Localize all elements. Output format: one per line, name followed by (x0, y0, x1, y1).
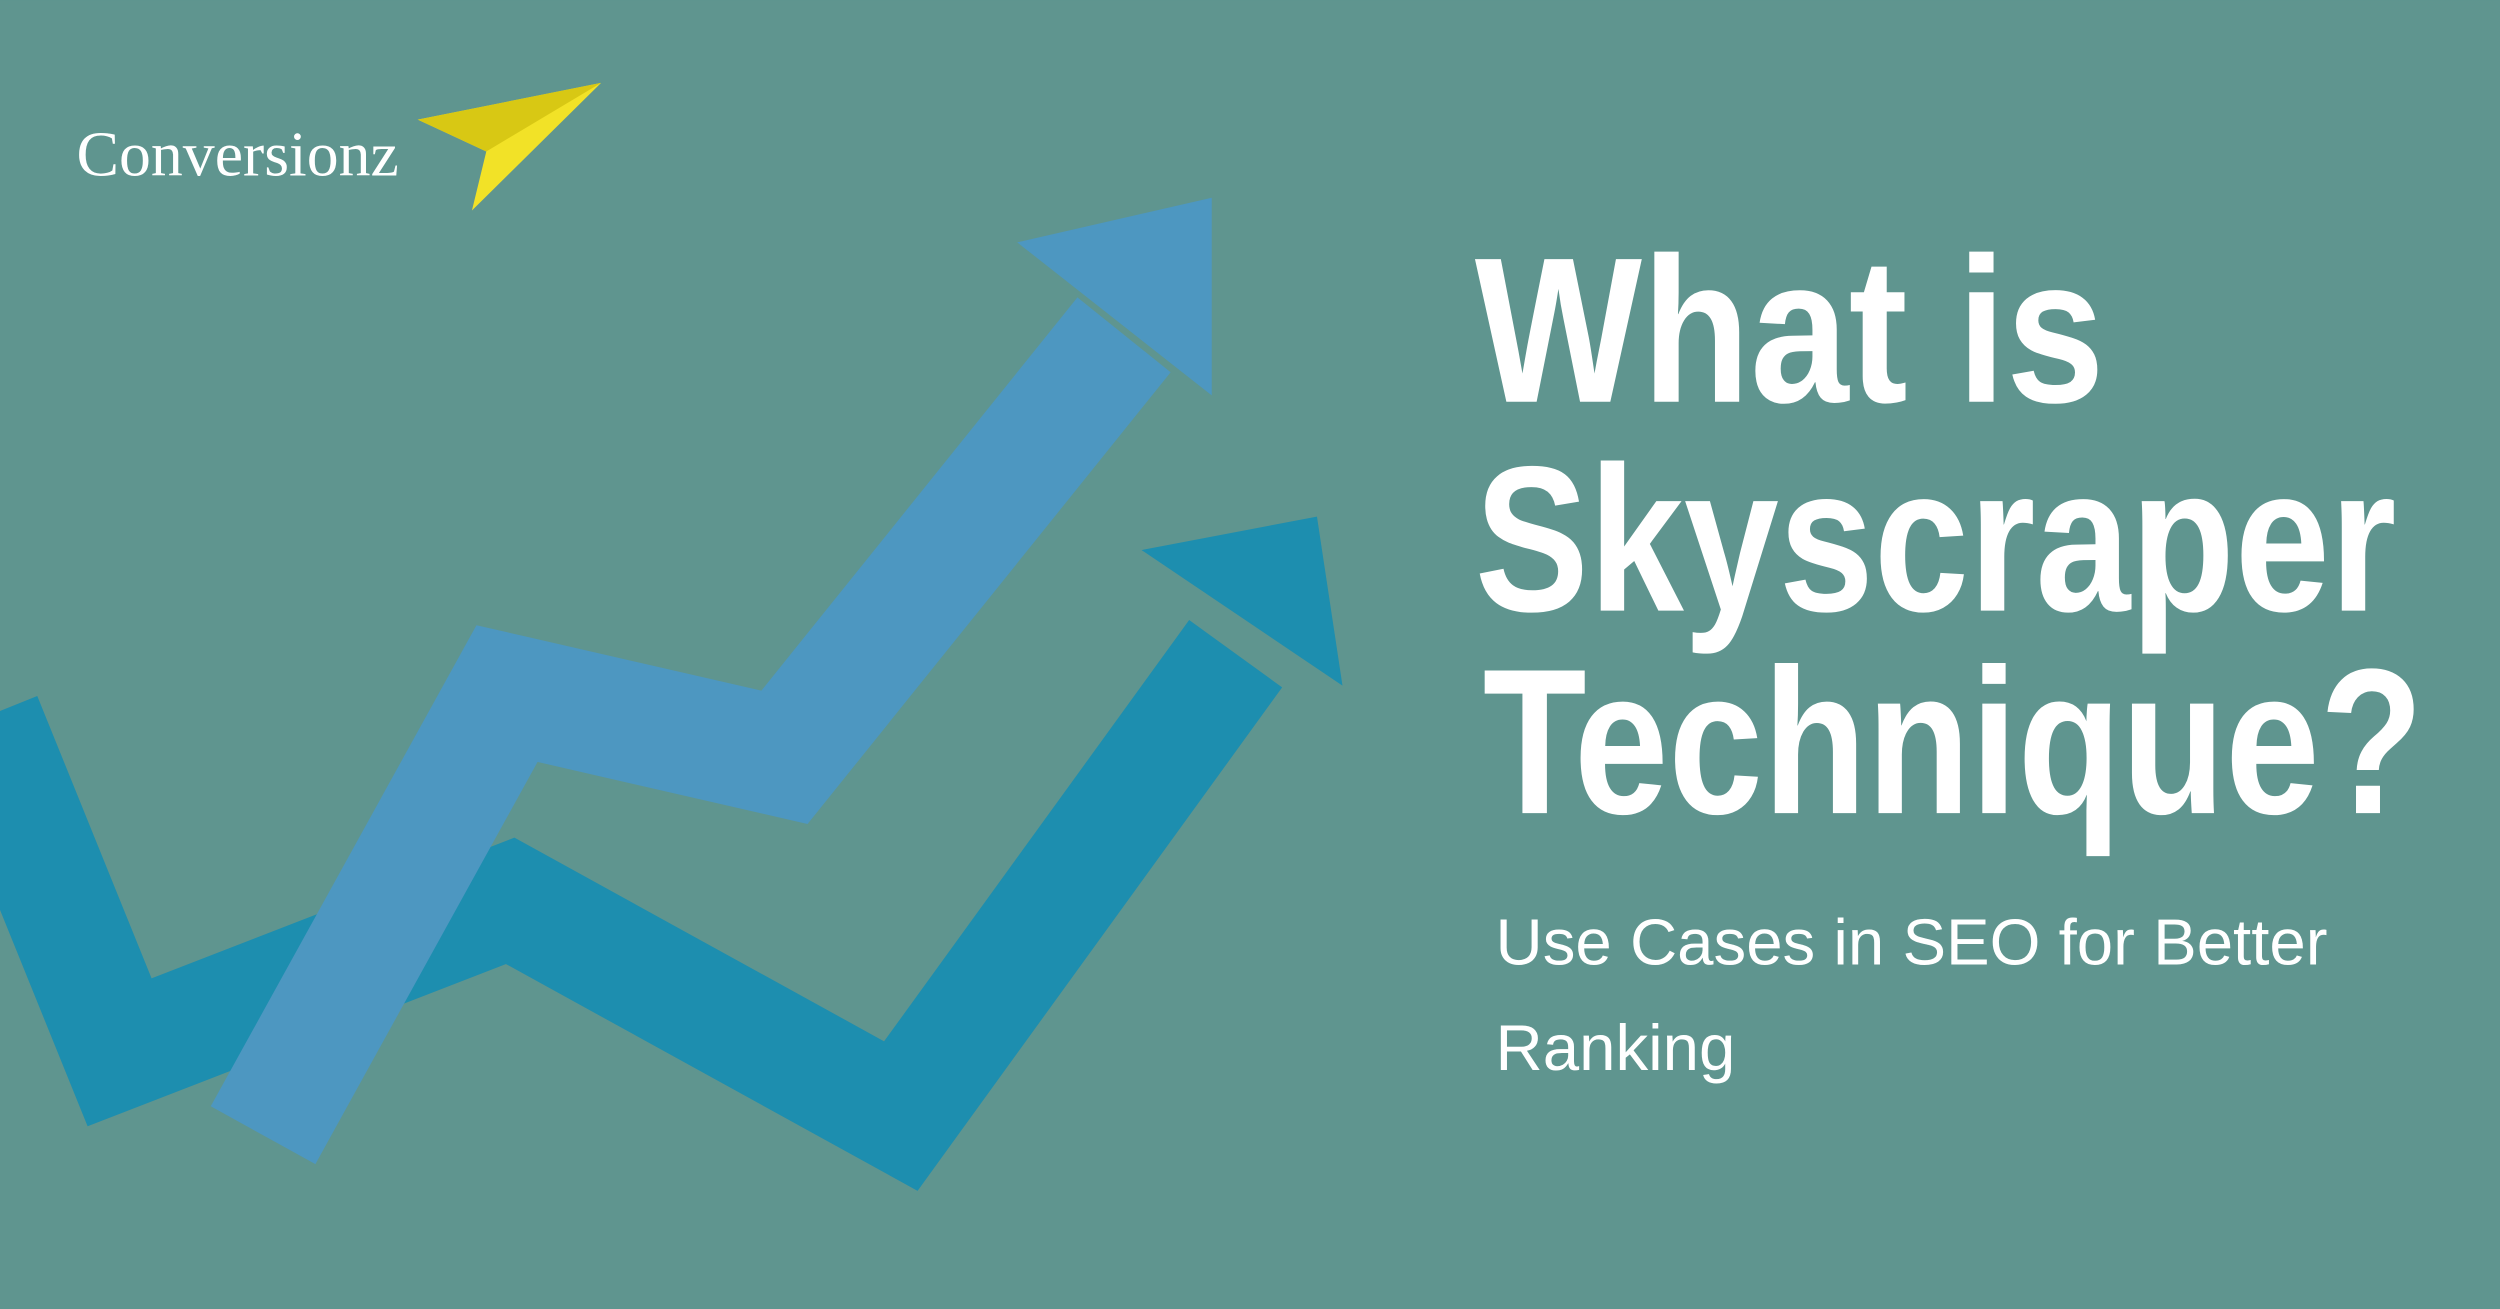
logo-plane-shade (417, 82, 602, 152)
headline-line: What is (1475, 214, 2105, 446)
subtitle-box: Use Cases in SEO for Better Ranking (1495, 905, 2328, 1085)
headline-line: Technique? (1483, 625, 2424, 857)
light-arrow (210, 197, 1212, 1165)
headline-line: Skyscraper (1475, 423, 2397, 655)
logo: Conversionz (77, 82, 602, 211)
logo-text: Conversionz (77, 118, 399, 189)
subtitle: Use Cases in SEO for Better Ranking (1495, 905, 2328, 1085)
dark-arrow (0, 516, 1343, 1191)
